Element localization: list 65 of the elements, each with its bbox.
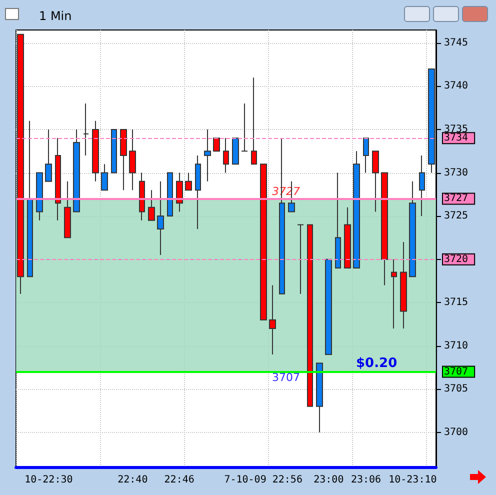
candlestick xyxy=(45,129,52,182)
ref-line-label: 3734 xyxy=(444,132,468,144)
x-tick-label: 23:00 xyxy=(314,474,344,486)
y-tick-label: 3730 xyxy=(444,167,468,178)
ref-line-label: 3707 xyxy=(272,371,300,384)
y-tick-label: 3705 xyxy=(444,384,468,395)
y-tick-label: 3715 xyxy=(444,297,468,308)
candlestick xyxy=(269,284,276,356)
candlestick xyxy=(419,154,425,217)
x-tick-label: 22:40 xyxy=(118,474,148,486)
x-tick-label: 22:46 xyxy=(164,474,194,486)
candlestick xyxy=(111,129,117,174)
y-tick-label: 3710 xyxy=(444,340,468,352)
candlestick xyxy=(185,172,192,191)
candlestick xyxy=(83,103,89,156)
candlestick xyxy=(400,242,407,330)
text: 3707 xyxy=(444,366,468,378)
candlestick xyxy=(55,138,61,221)
candlestick xyxy=(129,129,136,191)
x-tick-label: 10-23:10 xyxy=(388,474,437,486)
candlestick xyxy=(204,129,211,182)
candlestick xyxy=(120,129,127,191)
candlestick xyxy=(232,138,239,165)
candlestick xyxy=(148,190,155,221)
y-tick-label: 3740 xyxy=(444,80,468,92)
candlestick xyxy=(260,164,267,320)
annotation: $0.20 xyxy=(356,356,398,371)
text: 3727 xyxy=(444,193,468,204)
candlestick xyxy=(213,138,220,152)
candlestick xyxy=(428,68,435,174)
candlestick xyxy=(176,172,183,212)
x-tick-label: 23:06 xyxy=(350,474,382,486)
candlestick xyxy=(223,138,229,174)
candlestick xyxy=(167,172,173,217)
candlestick xyxy=(307,224,313,407)
candlestick xyxy=(17,34,24,294)
candlestick xyxy=(335,172,341,268)
candlestick xyxy=(73,129,80,212)
candlestick xyxy=(27,120,33,278)
candlestick xyxy=(353,150,360,268)
candlestick xyxy=(409,180,416,278)
x-tick-label: 10-22:30 xyxy=(24,474,73,486)
y-tick-label: 3745 xyxy=(444,37,468,48)
candlestick xyxy=(325,258,332,356)
chart-title: 1 Min xyxy=(39,9,72,23)
candlestick xyxy=(372,150,379,212)
x-tick-label: 7-10-09 22:56 xyxy=(224,474,302,486)
candlestick xyxy=(344,206,351,268)
candlestick xyxy=(195,154,201,230)
candlestick xyxy=(241,103,248,152)
candlestick xyxy=(92,120,99,182)
candlestick xyxy=(297,224,304,294)
candlestick xyxy=(139,172,145,221)
candlestick xyxy=(391,258,397,330)
candlestick xyxy=(316,362,323,433)
candlestick xyxy=(157,180,164,256)
candlestick xyxy=(363,138,369,174)
candlestick xyxy=(64,180,71,238)
candlestick xyxy=(36,172,43,221)
y-tick-label: 3725 xyxy=(444,210,468,222)
y-tick-label: 3700 xyxy=(444,426,468,438)
candlestick xyxy=(101,164,108,191)
candlestick xyxy=(251,77,257,165)
candlestick xyxy=(381,172,388,286)
y-tick-label: 3720 xyxy=(444,254,468,265)
